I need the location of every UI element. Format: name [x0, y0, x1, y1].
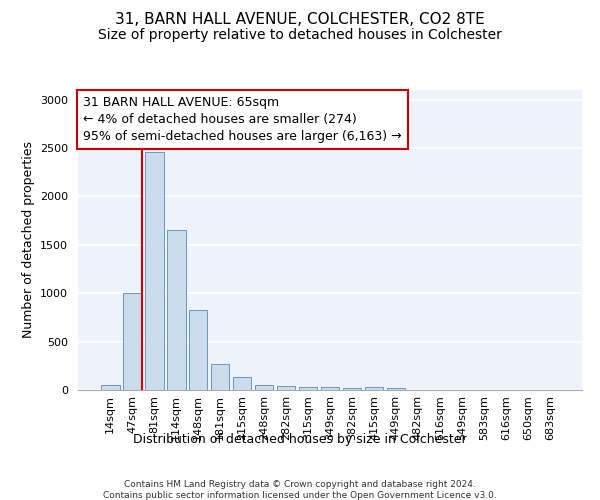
Text: Size of property relative to detached houses in Colchester: Size of property relative to detached ho… [98, 28, 502, 42]
Bar [167, 230, 185, 390]
Bar [145, 152, 164, 390]
Bar [123, 293, 142, 390]
Bar [386, 388, 405, 390]
Text: 31 BARN HALL AVENUE: 65sqm
← 4% of detached houses are smaller (274)
95% of semi: 31 BARN HALL AVENUE: 65sqm ← 4% of detac… [83, 96, 401, 143]
Bar [255, 384, 274, 390]
Bar [365, 387, 383, 390]
Y-axis label: Number of detached properties: Number of detached properties [22, 142, 35, 338]
Bar [101, 384, 119, 390]
Bar [299, 386, 317, 390]
Text: Contains public sector information licensed under the Open Government Licence v3: Contains public sector information licen… [103, 491, 497, 500]
Bar [277, 386, 295, 390]
Bar [343, 388, 361, 390]
Text: Distribution of detached houses by size in Colchester: Distribution of detached houses by size … [133, 432, 467, 446]
Bar [211, 364, 229, 390]
Bar [233, 378, 251, 390]
Text: 31, BARN HALL AVENUE, COLCHESTER, CO2 8TE: 31, BARN HALL AVENUE, COLCHESTER, CO2 8T… [115, 12, 485, 28]
Text: Contains HM Land Registry data © Crown copyright and database right 2024.: Contains HM Land Registry data © Crown c… [124, 480, 476, 489]
Bar [320, 386, 340, 390]
Bar [189, 310, 208, 390]
